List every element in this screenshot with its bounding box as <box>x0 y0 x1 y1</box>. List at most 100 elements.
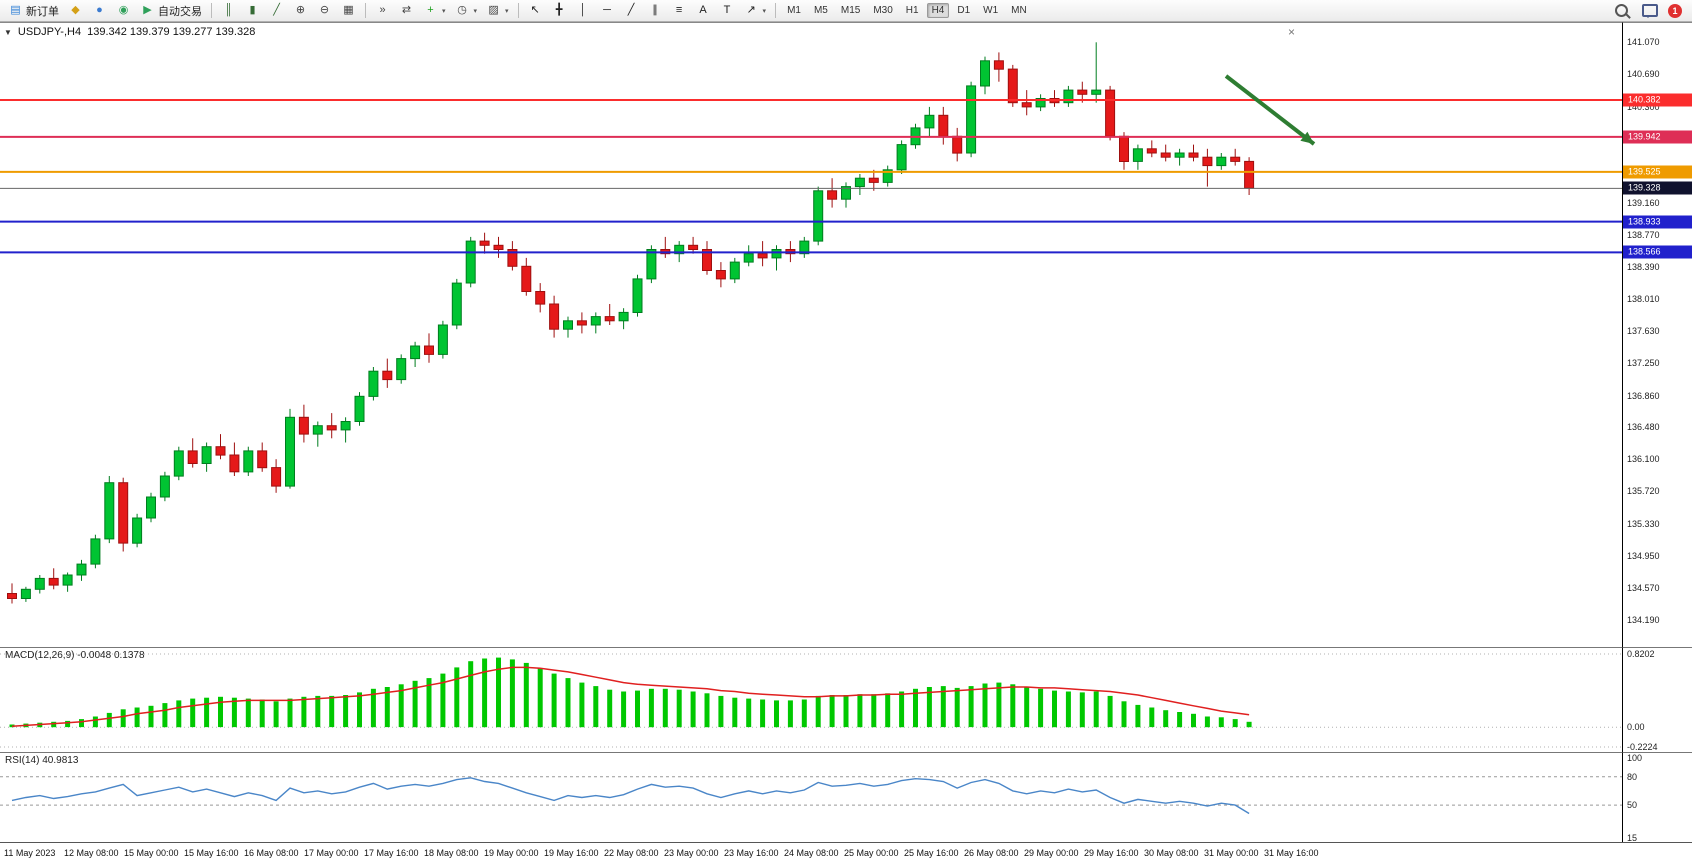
price-axis-label: 138.390 <box>1627 262 1660 273</box>
price-axis[interactable]: 141.070 140.690 140.300 139.160 138.770 138.3… <box>1622 22 1692 648</box>
time-axis-label: 17 May 16:00 <box>364 848 419 858</box>
navigator-button[interactable]: ● <box>88 1 111 21</box>
timeframe-m15[interactable]: M15 <box>840 5 861 16</box>
timeframe-m5[interactable]: M5 <box>813 5 828 16</box>
timeframe-mn[interactable]: MN <box>1011 5 1027 16</box>
arrows-dropdown-icon[interactable]: ▾ <box>762 7 767 15</box>
vertical-line-icon: │ <box>579 4 587 16</box>
trendline-button[interactable]: ╱ <box>620 1 643 21</box>
price-axis-label: 137.630 <box>1627 325 1660 336</box>
macd-pane[interactable]: MACD(12,26,9) -0.0048 0.1378 <box>0 647 1622 753</box>
time-axis-label: 15 May 16:00 <box>184 848 239 858</box>
search-icon <box>1615 4 1628 17</box>
text-label-button[interactable]: T <box>716 1 739 21</box>
time-axis-label: 23 May 16:00 <box>724 848 779 858</box>
chart-ohlc-label: 139.342 139.379 139.277 139.328 <box>87 26 256 38</box>
text-button[interactable]: A <box>692 1 715 21</box>
toolbar-buttons: ▤ 新订单 ◆ ● ◉ ▶ 自动交易 ║ ▮ ╱ ⊕ ⊖ ▦» ⇄ + ▾ ◷ ▾ ▨ ▾ ↖ ╋ │ ─ ╱ ∥ ≡ A T ↗ ▾ M1 M… <box>4 1 1033 21</box>
rsi-axis-label: 15 <box>1627 833 1638 843</box>
timeframe-h1[interactable]: H1 <box>905 5 919 16</box>
fibonacci-button[interactable]: ≡ <box>668 1 691 21</box>
timeframe-d1[interactable]: D1 <box>957 5 971 16</box>
metaeditor-button[interactable]: ◆ <box>64 1 87 21</box>
tile-windows-button[interactable]: ▦ <box>337 1 360 21</box>
time-axis-label: 31 May 16:00 <box>1264 848 1319 858</box>
periods-button[interactable]: ◷ ▾ <box>451 1 482 21</box>
chat-icon <box>1642 4 1658 18</box>
templates-dropdown-icon[interactable]: ▾ <box>505 7 509 15</box>
notification-badge[interactable]: 1 <box>1668 3 1682 18</box>
auto-scroll-button[interactable]: » <box>371 1 394 21</box>
templates-icon: ▨ <box>488 4 499 16</box>
rsi-pane[interactable]: RSI(14) 40.9813 <box>0 752 1622 843</box>
time-axis-label: 24 May 08:00 <box>784 848 839 858</box>
timeframe-h4[interactable]: H4 <box>926 3 950 18</box>
time-axis-label: 12 May 08:00 <box>64 848 119 858</box>
vertical-line-button[interactable]: │ <box>572 1 595 21</box>
new-order-button[interactable]: ▤ 新订单 <box>4 1 63 21</box>
oneclick-expand-icon[interactable]: ▼ <box>4 27 12 37</box>
macd-signal-line <box>11 666 1250 728</box>
templates-button[interactable]: ▨ ▾ <box>482 1 513 21</box>
arrows-button[interactable]: ↗ ▾ <box>740 1 771 21</box>
line-chart-icon: ╱ <box>273 4 280 16</box>
bar-chart-button[interactable]: ║ <box>217 1 240 21</box>
timeframe-m30[interactable]: M30 <box>873 5 893 16</box>
zoom-out-button[interactable]: ⊖ <box>313 1 336 21</box>
periods-icon: ◷ <box>457 4 467 16</box>
time-axis[interactable]: 11 May 2023 12 May 08:00 15 May 00:00 15 Ma… <box>0 842 1692 863</box>
equidistant-channel-button[interactable]: ∥ <box>644 1 667 21</box>
price-badge-140.382: 140.382 <box>1623 93 1692 107</box>
trend-arrow-head[interactable] <box>1300 131 1314 144</box>
chart-shift-button[interactable]: ⇄ <box>395 1 418 21</box>
timeframe-m1[interactable]: M1 <box>787 5 801 16</box>
metaeditor-icon: ◆ <box>71 4 80 16</box>
chat-button[interactable] <box>1638 1 1662 21</box>
time-axis-label: 11 May 2023 <box>4 848 56 858</box>
rsi-axis[interactable]: 100 80 50 15 <box>1622 752 1692 843</box>
macd-histogram <box>9 657 1252 728</box>
autotrading-button[interactable]: ▶ 自动交易 <box>136 1 206 21</box>
trend-arrow-line[interactable] <box>1224 74 1316 146</box>
zoom-in-icon: ⊕ <box>295 4 306 16</box>
line-chart-button[interactable]: ╱ <box>265 1 288 21</box>
macd-canvas[interactable] <box>0 648 1622 753</box>
candlestick-chart-icon: ▮ <box>249 4 256 16</box>
time-axis-label: 23 May 00:00 <box>664 848 719 858</box>
zoom-in-button[interactable]: ⊕ <box>289 1 312 21</box>
timeframe-w1[interactable]: W1 <box>983 5 999 16</box>
price-badge-138.566: 138.566 <box>1623 245 1692 259</box>
indicators-button[interactable]: + ▾ <box>419 1 450 21</box>
price-axis-label: 140.690 <box>1627 69 1660 80</box>
macd-axis[interactable]: 0.8202 0.00 -0.2224 <box>1622 647 1692 753</box>
rsi-canvas[interactable] <box>0 753 1622 843</box>
price-axis-label: 136.100 <box>1627 454 1660 465</box>
indicators-dropdown-icon[interactable]: ▾ <box>442 7 446 15</box>
new-order-icon: ▤ <box>10 4 21 16</box>
cursor-button[interactable]: ↖ <box>524 1 547 21</box>
price-axis-label: 134.570 <box>1627 582 1660 593</box>
macd-axis-label: -0.2224 <box>1627 742 1658 752</box>
rsi-axis-label: 80 <box>1627 771 1638 782</box>
strategy-tester-button[interactable]: ◉ <box>112 1 135 21</box>
candlestick-chart-canvas[interactable] <box>0 23 1622 648</box>
chart-close-icon[interactable]: × <box>1288 25 1296 39</box>
chart-header: ▼ USDJPY-,H4 139.342 139.379 139.277 139… <box>4 26 255 38</box>
cursor-icon: ↖ <box>530 4 540 16</box>
horizontal-line-button[interactable]: ─ <box>596 1 619 21</box>
periods-dropdown-icon[interactable]: ▾ <box>473 7 478 15</box>
macd-axis-label: 0.00 <box>1627 722 1645 733</box>
rsi-axis-label: 100 <box>1627 753 1643 763</box>
price-chart-pane[interactable]: ▼ USDJPY-,H4 139.342 139.379 139.277 139… <box>0 22 1622 648</box>
time-axis-label: 17 May 00:00 <box>304 848 359 858</box>
price-badge-139.328: 139.328 <box>1623 181 1692 195</box>
crosshair-button[interactable]: ╋ <box>548 1 571 21</box>
arrows-icon: ↗ <box>746 4 756 16</box>
search-button[interactable] <box>1611 1 1632 21</box>
indicators-icon: + <box>427 4 434 16</box>
candlestick-chart-button[interactable]: ▮ <box>241 1 264 21</box>
price-axis-label: 140.300 <box>1627 101 1660 112</box>
macd-axis-label: 0.8202 <box>1627 649 1655 659</box>
new-order-label: 新订单 <box>26 5 59 18</box>
